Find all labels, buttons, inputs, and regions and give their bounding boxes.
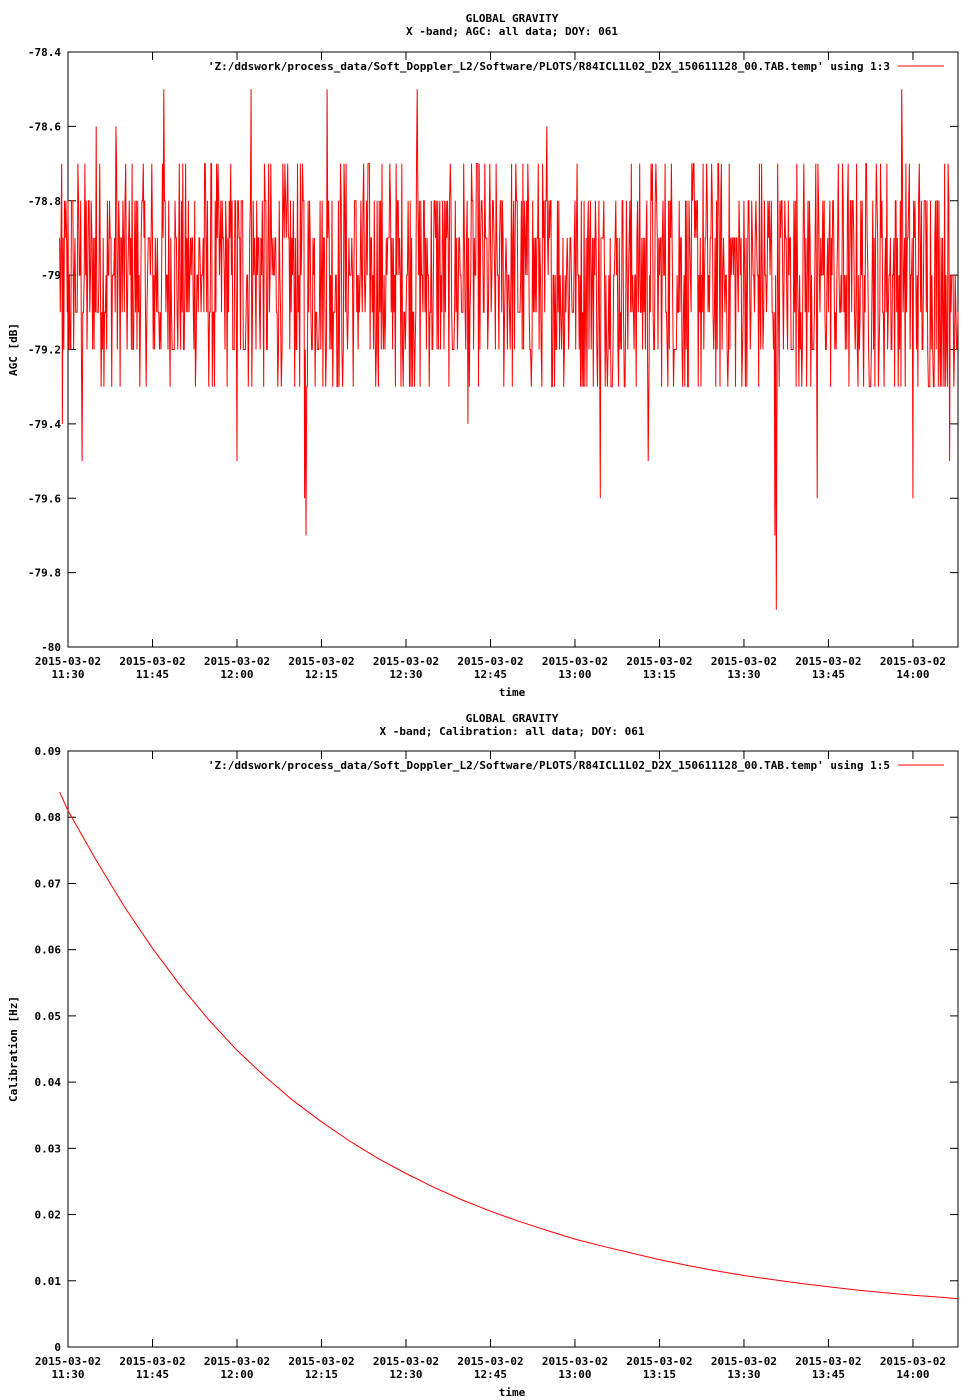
chart-title: GLOBAL GRAVITY [466,12,559,25]
x-tick-label-time: 14:00 [896,668,929,681]
y-tick-label: 0 [54,1341,61,1354]
y-axis-label: Calibration [Hz] [7,996,20,1102]
x-tick-label-date: 2015-03-02 [373,655,439,668]
x-tick-label-time: 13:15 [643,668,676,681]
y-axis-label: AGC [dB] [7,323,20,376]
series-line [59,89,959,610]
y-tick-label: -79.8 [28,567,61,580]
legend-entry-label: 'Z:/ddswork/process_data/Soft_Doppler_L2… [208,759,890,772]
x-tick-label-date: 2015-03-02 [880,1355,946,1368]
series-line [59,791,959,1300]
y-tick-label: -79.2 [28,344,61,357]
y-tick-label: -78.6 [28,120,61,133]
x-tick-label-date: 2015-03-02 [795,655,861,668]
chart-subtitle: X -band; Calibration: all data; DOY: 061 [380,725,645,738]
x-tick-label-time: 12:30 [389,668,422,681]
x-tick-label-date: 2015-03-02 [288,1355,354,1368]
x-tick-label-time: 11:30 [51,668,84,681]
x-tick-label-date: 2015-03-02 [626,1355,692,1368]
y-tick-label: -79.4 [28,418,61,431]
x-tick-label-date: 2015-03-02 [880,655,946,668]
x-tick-label-time: 11:45 [136,668,169,681]
y-tick-label: 0.07 [35,877,62,890]
x-tick-label-time: 11:30 [51,1368,84,1381]
plot-frame [67,750,959,1348]
plot-frame [67,51,959,648]
x-tick-label-time: 12:45 [474,1368,507,1381]
x-tick-label-time: 12:00 [220,1368,253,1381]
x-tick-label-date: 2015-03-02 [795,1355,861,1368]
y-tick-label: 0.05 [35,1010,62,1023]
x-axis-label: time [499,1386,526,1399]
x-tick-label-time: 13:45 [812,1368,845,1381]
y-tick-label: -80 [41,641,61,654]
y-tick-label: 0.06 [35,944,62,957]
y-tick-label: 0.02 [35,1209,62,1222]
x-tick-label-date: 2015-03-02 [457,1355,523,1368]
chart-title: GLOBAL GRAVITY [466,712,559,725]
x-tick-label-date: 2015-03-02 [204,655,270,668]
x-axis-label: time [499,686,526,699]
x-tick-label-time: 13:15 [643,1368,676,1381]
y-tick-label: 0.08 [35,811,62,824]
x-tick-label-time: 13:45 [812,668,845,681]
y-tick-label: -78.8 [28,195,61,208]
x-tick-label-time: 12:00 [220,668,253,681]
x-tick-label-time: 12:30 [389,1368,422,1381]
y-tick-label: -79 [41,269,61,282]
x-tick-label-time: 12:15 [305,668,338,681]
x-tick-label-date: 2015-03-02 [457,655,523,668]
x-tick-label-date: 2015-03-02 [542,1355,608,1368]
y-tick-label: 0.01 [35,1275,62,1288]
y-tick-label: -79.6 [28,492,61,505]
x-tick-label-time: 14:00 [896,1368,929,1381]
x-tick-label-date: 2015-03-02 [119,1355,185,1368]
x-tick-label-time: 13:00 [558,1368,591,1381]
x-tick-label-time: 13:30 [727,668,760,681]
x-tick-label-date: 2015-03-02 [204,1355,270,1368]
y-tick-label: 0.04 [35,1076,62,1089]
x-tick-label-time: 13:30 [727,1368,760,1381]
chart-subtitle: X -band; AGC: all data; DOY: 061 [406,25,618,38]
y-tick-label: 0.09 [35,745,62,758]
x-tick-label-date: 2015-03-02 [711,1355,777,1368]
x-tick-label-time: 12:15 [305,1368,338,1381]
x-tick-label-date: 2015-03-02 [542,655,608,668]
y-tick-label: 0.03 [35,1142,62,1155]
x-tick-label-date: 2015-03-02 [373,1355,439,1368]
y-tick-label: -78.4 [28,46,61,59]
legend-entry-label: 'Z:/ddswork/process_data/Soft_Doppler_L2… [208,60,890,73]
x-tick-label-time: 11:45 [136,1368,169,1381]
x-tick-label-date: 2015-03-02 [35,1355,101,1368]
x-tick-label-time: 13:00 [558,668,591,681]
x-tick-label-time: 12:45 [474,668,507,681]
x-tick-label-date: 2015-03-02 [35,655,101,668]
x-tick-label-date: 2015-03-02 [626,655,692,668]
x-tick-label-date: 2015-03-02 [711,655,777,668]
x-tick-label-date: 2015-03-02 [288,655,354,668]
x-tick-label-date: 2015-03-02 [119,655,185,668]
